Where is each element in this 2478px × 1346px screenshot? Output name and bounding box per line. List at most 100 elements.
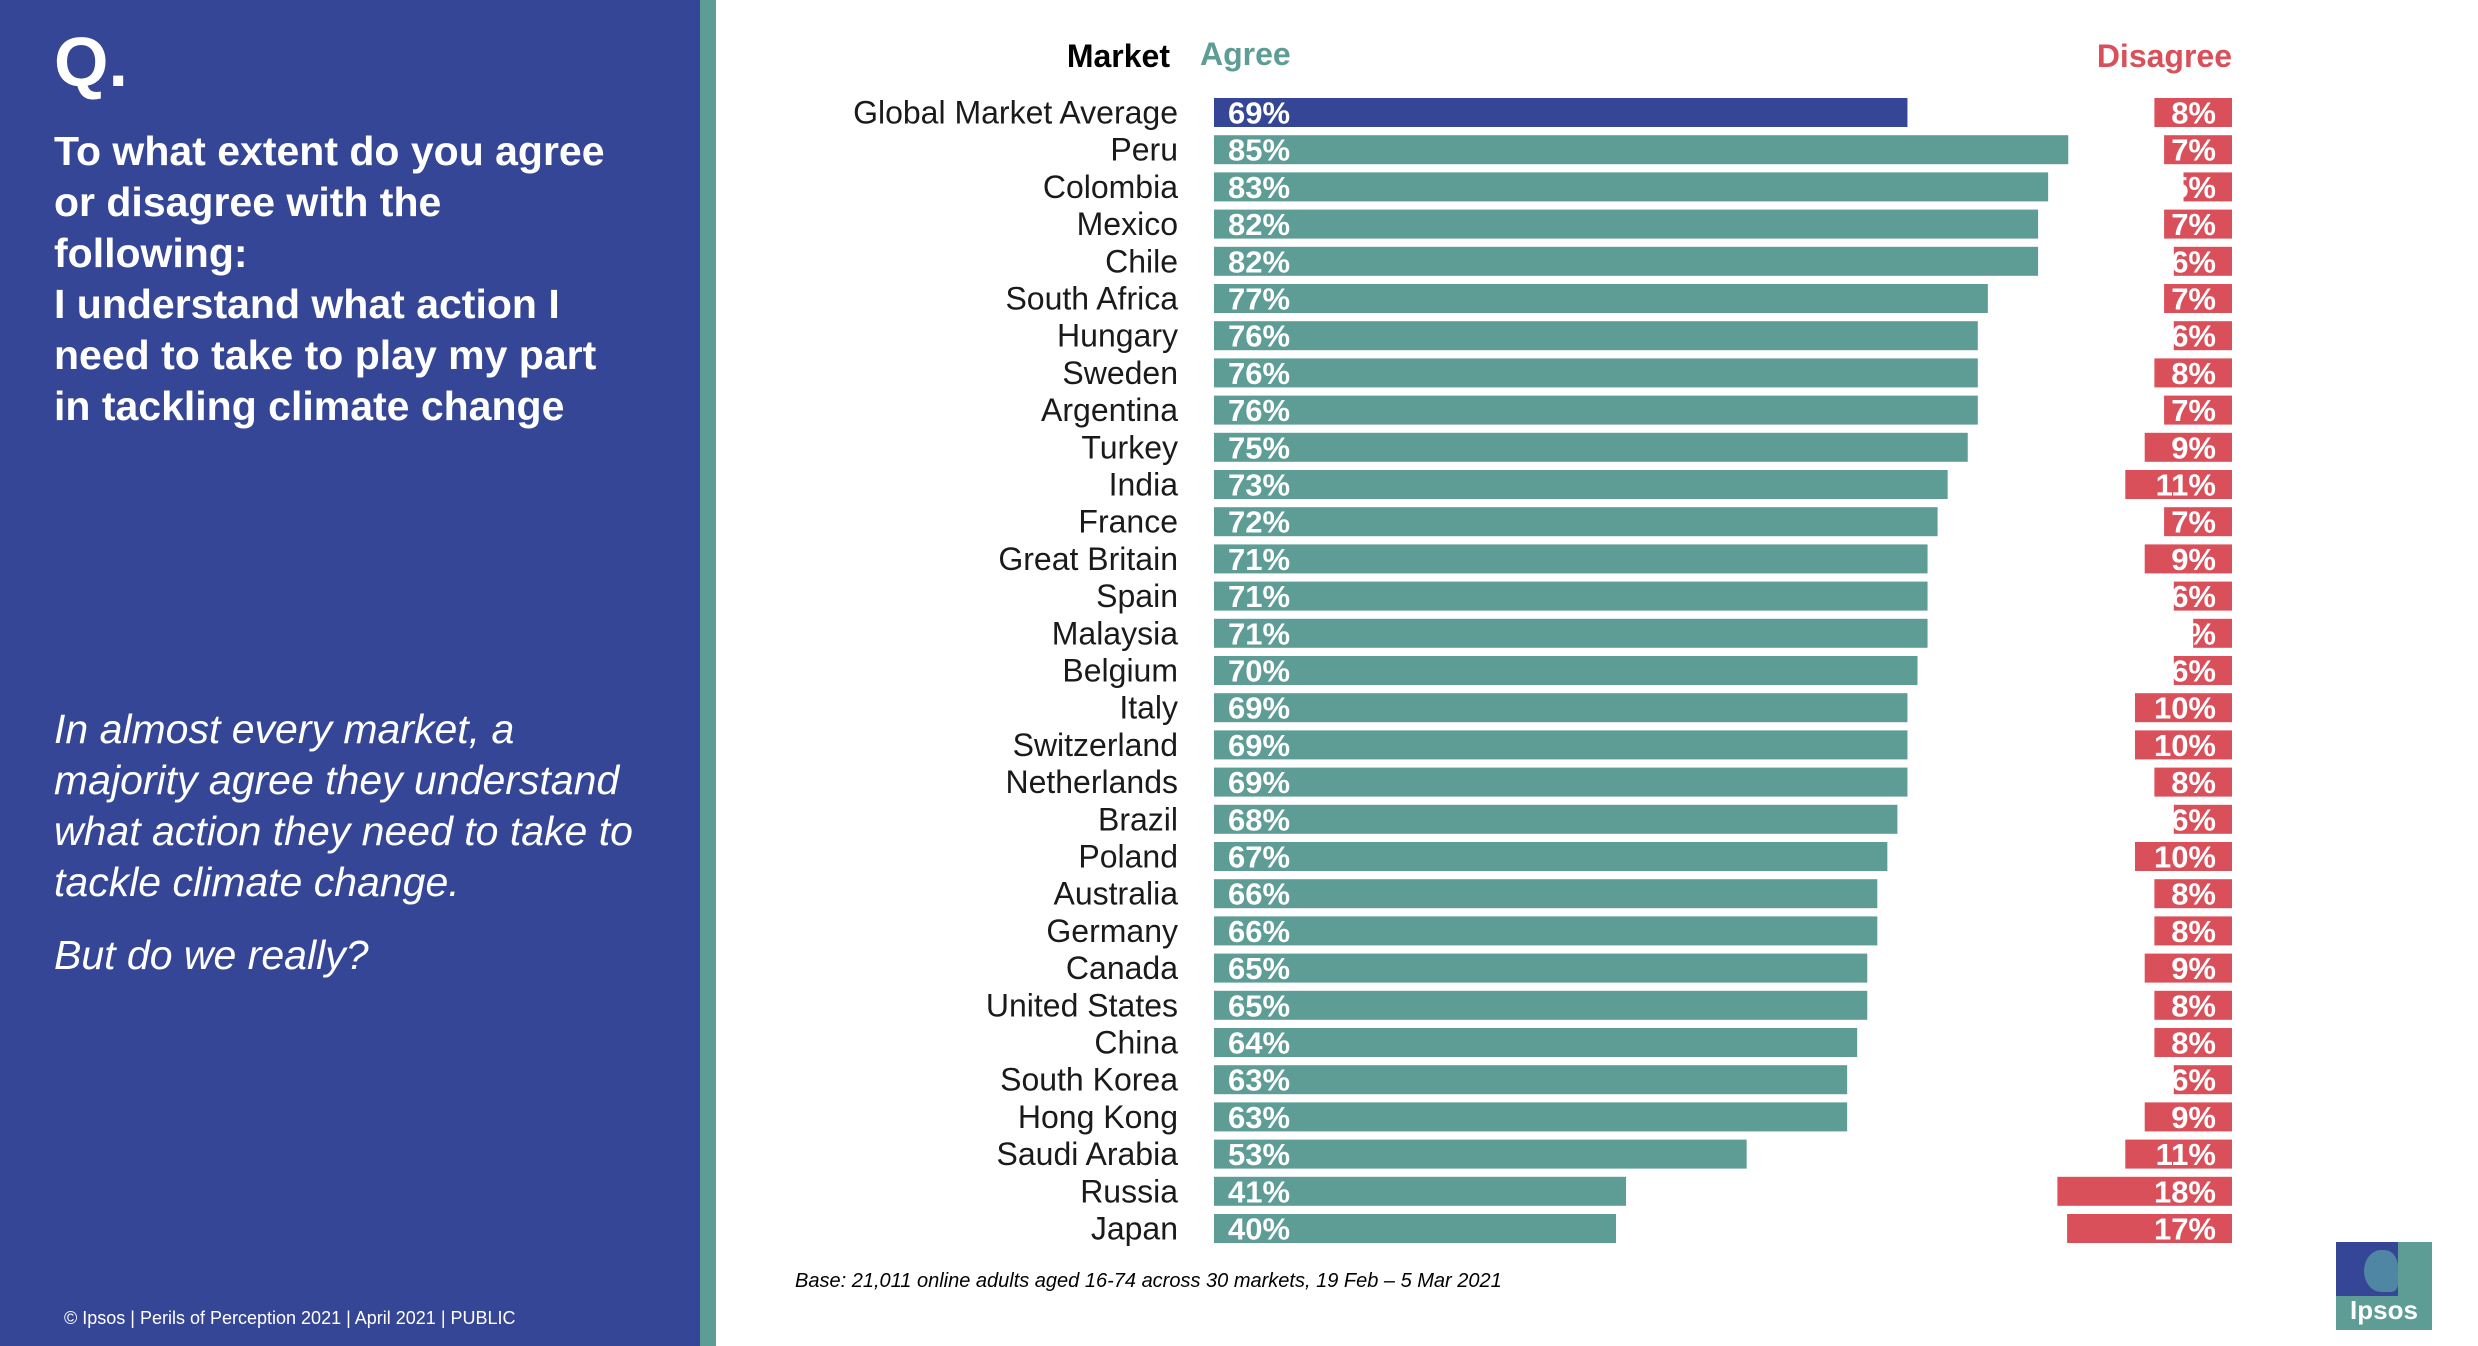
agree-bar	[1214, 879, 1878, 909]
disagree-value-label: 6%	[2171, 1063, 2216, 1098]
market-label: South Korea	[1000, 1062, 1178, 1098]
disagree-bar	[2164, 395, 2232, 425]
disagree-value-label: 6%	[2171, 802, 2216, 837]
agree-bar	[1214, 432, 1968, 462]
question-line: in tackling climate change	[54, 383, 565, 429]
disagree-bar	[2154, 98, 2232, 127]
market-label: Spain	[1096, 578, 1178, 614]
disagree-bar	[2173, 656, 2232, 685]
disagree-value-label: 6%	[2171, 579, 2216, 614]
agree-bar	[1214, 990, 1868, 1020]
disagree-value-label: 8%	[2171, 356, 2216, 391]
disagree-bar	[2144, 1102, 2232, 1132]
agree-bar	[1214, 656, 1918, 685]
agree-bar	[1214, 284, 1988, 313]
market-label: Mexico	[1077, 206, 1178, 242]
agree-value-label: 69%	[1228, 96, 1290, 131]
agree-bar	[1214, 395, 1978, 425]
agree-value-label: 85%	[1228, 133, 1290, 168]
market-label: Japan	[1091, 1211, 1178, 1247]
agree-bar	[1214, 916, 1878, 946]
agree-value-label: 72%	[1228, 505, 1290, 540]
disagree-value-label: 7%	[2171, 133, 2216, 168]
disagree-bar	[2173, 804, 2232, 834]
question-line: following:	[54, 230, 248, 276]
agree-bar	[1214, 767, 1908, 797]
market-label: Italy	[1119, 690, 1178, 726]
footer-copyright: © Ipsos | Perils of Perception 2021 | Ap…	[64, 1308, 516, 1328]
agree-value-label: 69%	[1228, 728, 1290, 763]
agree-value-label: 66%	[1228, 914, 1290, 949]
market-label: Brazil	[1098, 801, 1178, 837]
agree-value-label: 75%	[1228, 430, 1290, 465]
market-label: Germany	[1046, 913, 1178, 949]
agree-bar	[1214, 618, 1928, 648]
header-agree: Agree	[1200, 36, 1291, 72]
agree-value-label: 67%	[1228, 840, 1290, 875]
agree-bar	[1214, 358, 1978, 388]
header-disagree: Disagree	[2097, 38, 2232, 74]
agree-value-label: 77%	[1228, 282, 1290, 317]
market-label: Hong Kong	[1018, 1099, 1178, 1135]
agree-bar	[1214, 209, 2039, 239]
market-label: Switzerland	[1013, 727, 1178, 763]
agree-value-label: 71%	[1228, 542, 1290, 577]
disagree-bar	[2154, 990, 2232, 1020]
disagree-bar	[2164, 284, 2232, 313]
disagree-value-label: 7%	[2171, 207, 2216, 242]
insight-paragraph: In almost every market, a majority agree…	[54, 706, 633, 905]
market-label: Chile	[1105, 243, 1178, 279]
agree-value-label: 82%	[1228, 244, 1290, 279]
disagree-bar	[2173, 246, 2232, 276]
market-label: Argentina	[1041, 392, 1178, 428]
disagree-value-label: 6%	[2171, 319, 2216, 354]
disagree-value-label: 6%	[2171, 654, 2216, 689]
disagree-bar	[2193, 618, 2232, 648]
agree-value-label: 82%	[1228, 207, 1290, 242]
disagree-value-label: 7%	[2171, 505, 2216, 540]
disagree-bar	[2057, 1176, 2232, 1206]
agree-bar	[1214, 246, 2039, 276]
agree-bar	[1214, 953, 1868, 983]
disagree-value-label: 8%	[2171, 1026, 2216, 1061]
disagree-value-label: 6%	[2171, 244, 2216, 279]
agree-value-label: 76%	[1228, 356, 1290, 391]
disagree-value-label: 9%	[2171, 430, 2216, 465]
agree-disagree-chart: Market Agree Disagree Global Market Average…	[853, 36, 2232, 1247]
question-text: To what extent do you agree or disagree …	[54, 126, 674, 432]
disagree-value-label: 9%	[2171, 1100, 2216, 1135]
market-label: Global Market Average	[853, 95, 1178, 131]
disagree-bar	[2125, 470, 2232, 499]
market-label: Hungary	[1057, 318, 1178, 354]
disagree-bar	[2154, 916, 2232, 946]
disagree-value-label: 7%	[2171, 282, 2216, 317]
question-line: need to take to play my part	[54, 332, 597, 378]
agree-bar	[1214, 1102, 1848, 1132]
agree-bar	[1214, 1065, 1848, 1095]
header-market: Market	[1067, 38, 1171, 74]
agree-bar	[1214, 693, 1908, 723]
disagree-value-label: 8%	[2171, 765, 2216, 800]
market-label: Belgium	[1062, 653, 1178, 689]
disagree-bar	[2154, 879, 2232, 909]
disagree-value-label: 10%	[2154, 840, 2216, 875]
disagree-bar	[2173, 1065, 2232, 1095]
market-label: Saudi Arabia	[997, 1136, 1179, 1172]
disagree-value-label: 11%	[2156, 1137, 2216, 1172]
market-label: Poland	[1078, 839, 1178, 875]
disagree-value-label: 7%	[2171, 393, 2216, 428]
market-label: France	[1078, 504, 1178, 540]
disagree-bar	[2067, 1214, 2232, 1243]
market-label: Canada	[1066, 950, 1178, 986]
disagree-bar	[2144, 953, 2232, 983]
divider-strip	[700, 0, 716, 1346]
disagree-bar	[2164, 507, 2232, 537]
agree-bar	[1214, 544, 1928, 574]
insight-question: But do we really?	[54, 932, 369, 978]
market-label: Netherlands	[1005, 764, 1178, 800]
agree-value-label: 76%	[1228, 319, 1290, 354]
disagree-bar	[2183, 172, 2232, 202]
disagree-value-label: 10%	[2154, 691, 2216, 726]
market-label: Colombia	[1043, 169, 1178, 205]
agree-value-label: 70%	[1228, 654, 1290, 689]
